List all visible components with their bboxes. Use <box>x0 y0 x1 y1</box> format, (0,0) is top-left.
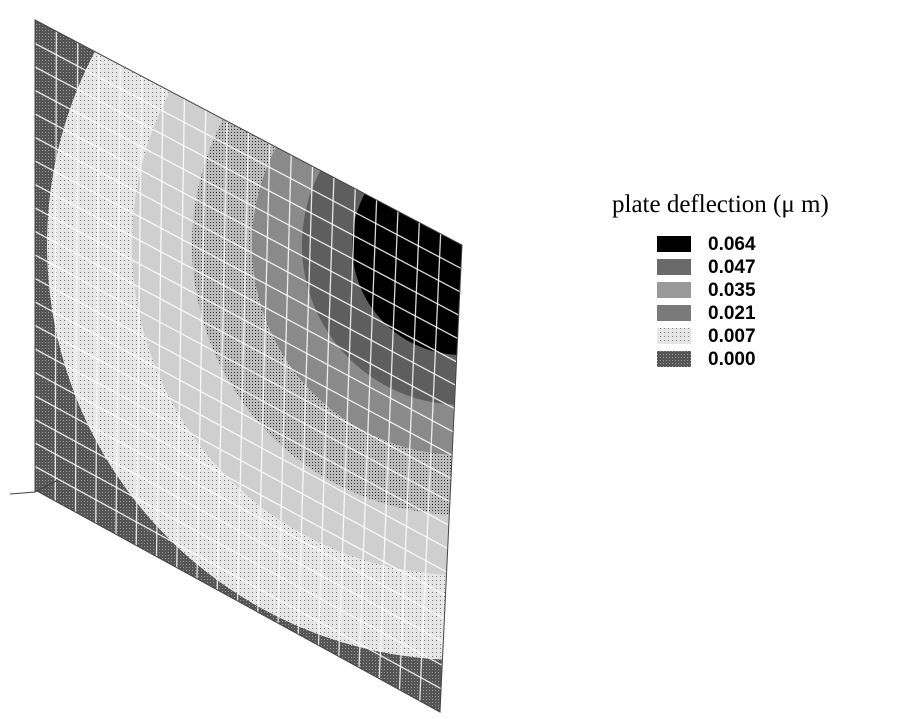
legend-swatch <box>657 282 691 298</box>
legend-label: 0.000 <box>708 349 756 370</box>
legend-label: 0.047 <box>708 257 756 278</box>
legend-label: 0.007 <box>708 326 756 347</box>
figure: plate deflection (μ m) 0.0640.0470.0350.… <box>0 0 897 719</box>
legend-swatch <box>657 351 691 367</box>
legend-label: 0.021 <box>708 303 756 324</box>
legend-swatch <box>657 259 691 275</box>
legend-swatch <box>657 236 691 252</box>
legend-swatch <box>657 328 691 344</box>
legend-swatch <box>657 305 691 321</box>
legend-label: 0.035 <box>708 280 756 301</box>
legend-label: 0.064 <box>708 234 756 255</box>
legend-title: plate deflection (μ m) <box>612 191 829 218</box>
